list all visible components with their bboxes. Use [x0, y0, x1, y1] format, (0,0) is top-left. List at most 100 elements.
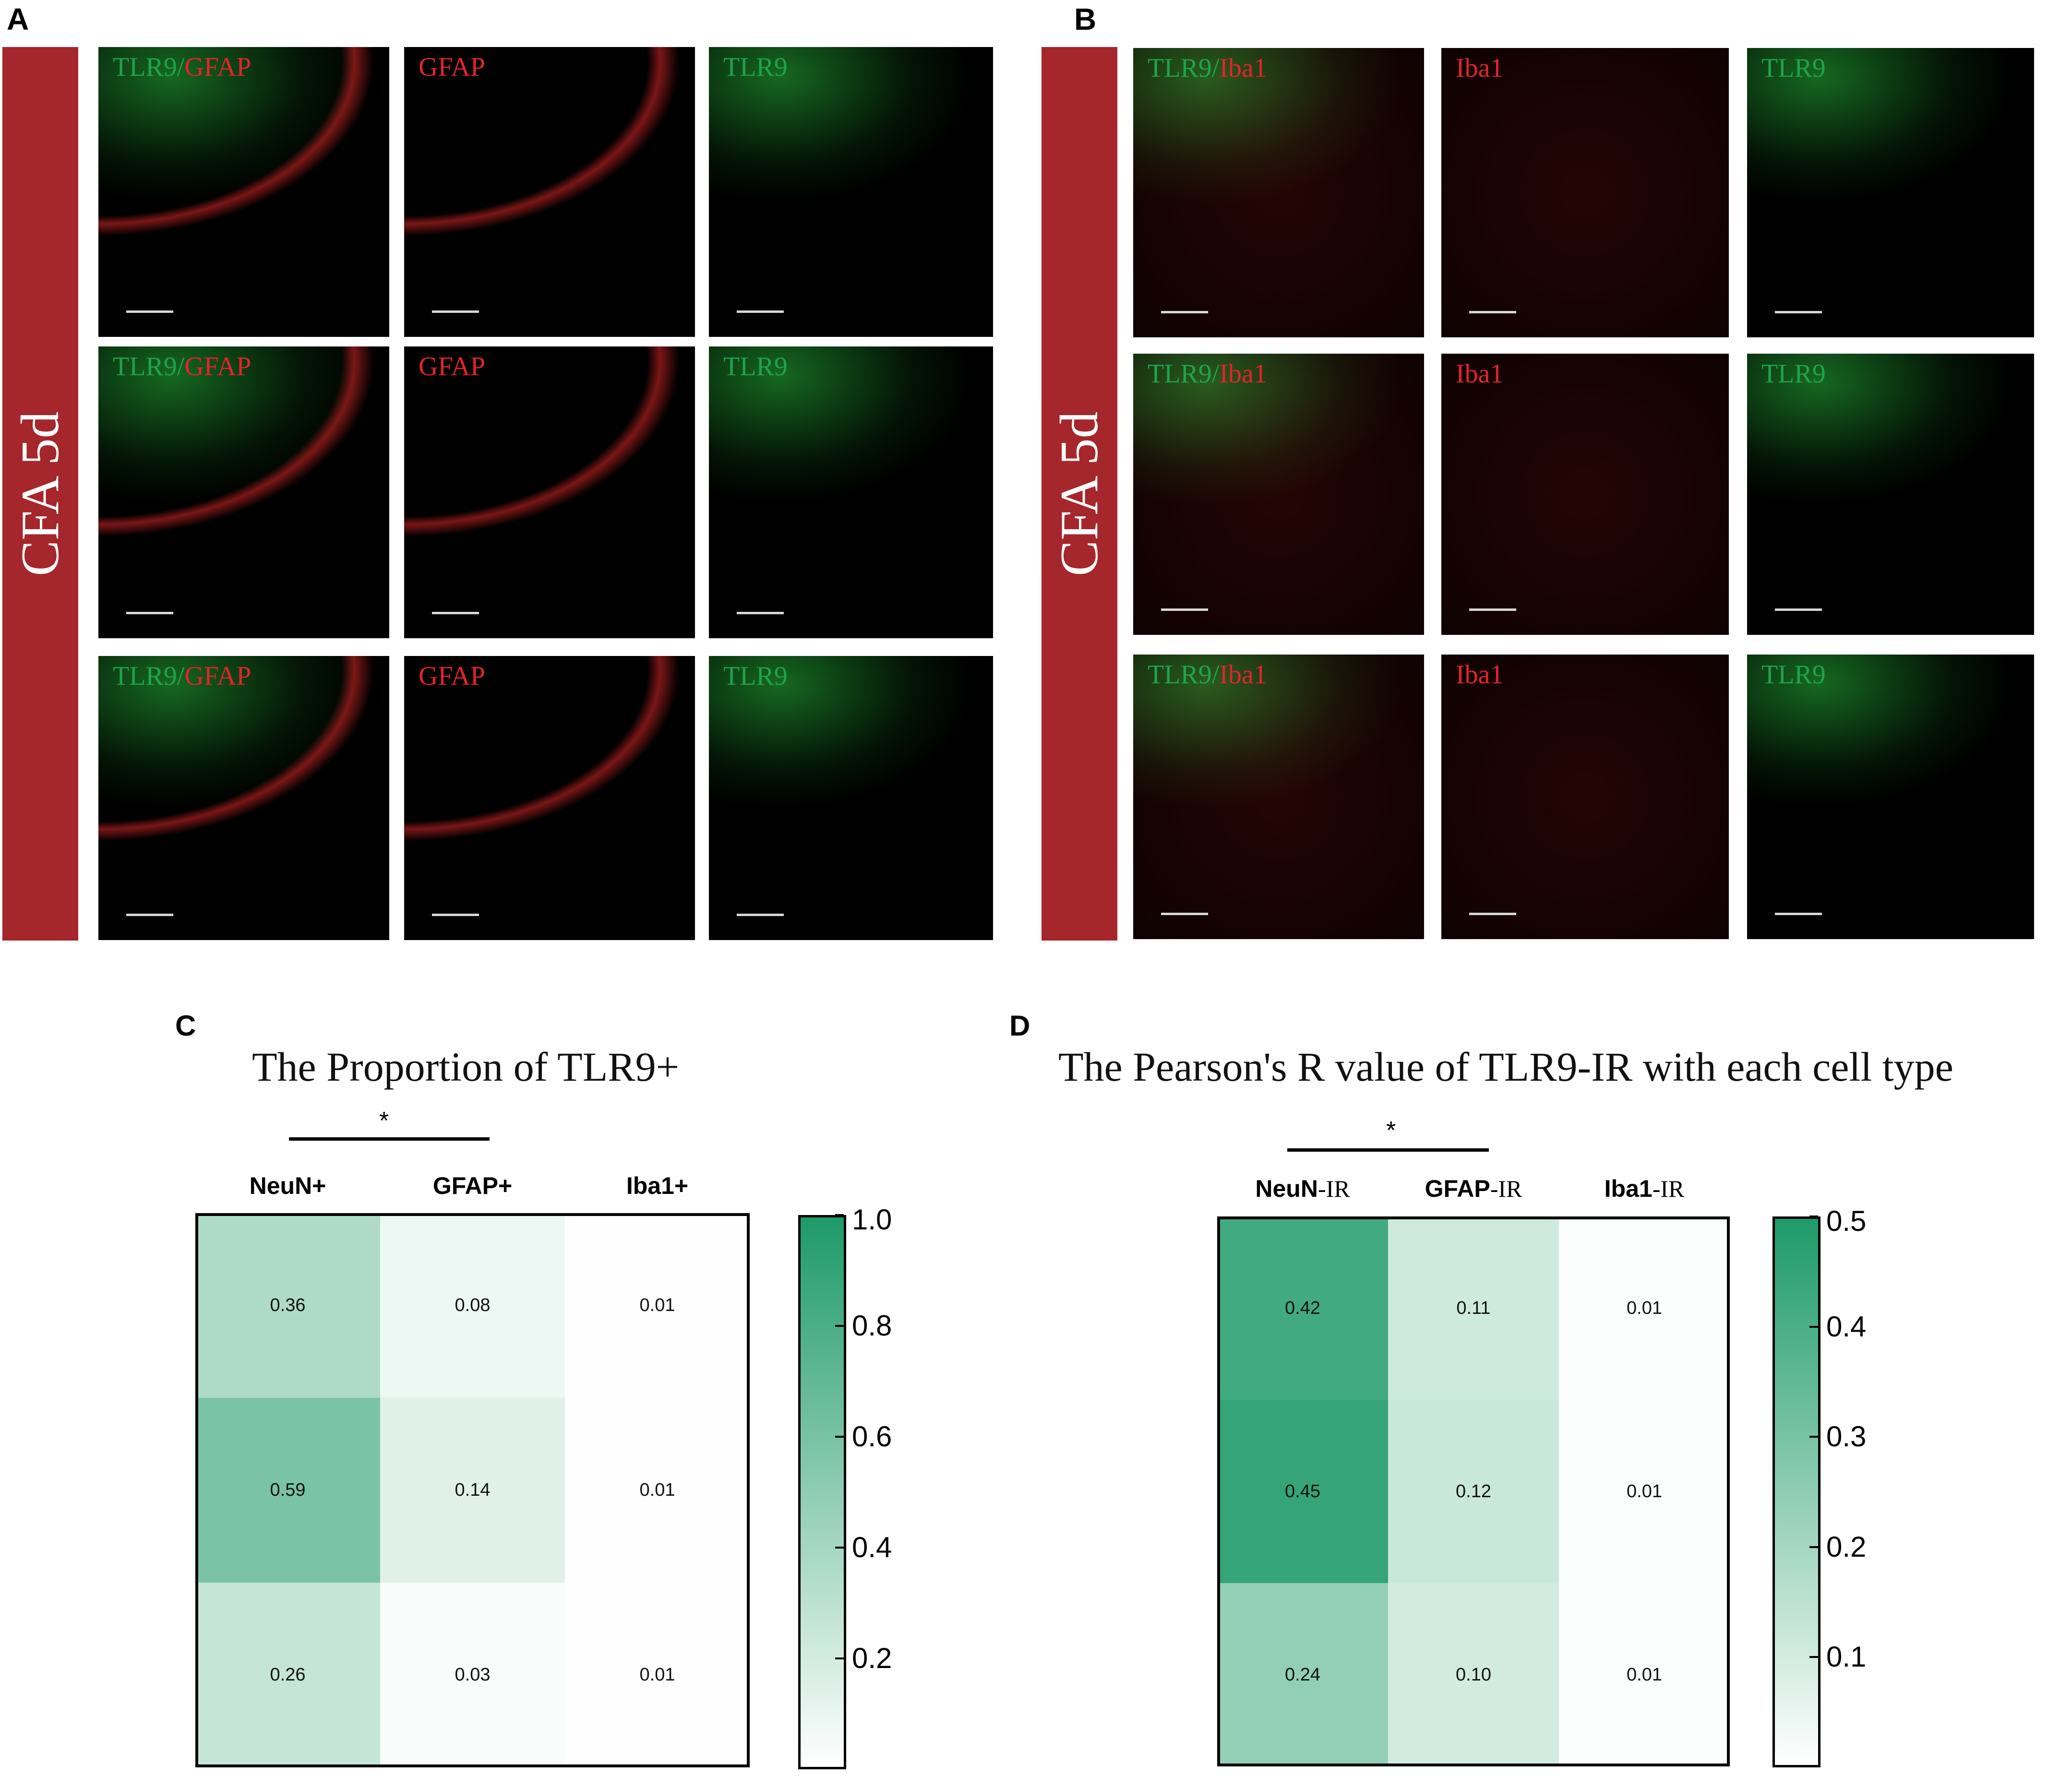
micrograph-label: TLR9/GFAP — [113, 353, 251, 380]
scale-bar — [432, 310, 479, 313]
micrograph-label: TLR9/GFAP — [113, 663, 251, 690]
colorbar-tick-label: 1.0 — [852, 1204, 892, 1236]
colorbar-tick — [1809, 1216, 1818, 1217]
heatmap-cell: 0.42 — [1217, 1216, 1388, 1400]
scale-bar — [1161, 608, 1208, 611]
scale-bar — [1469, 608, 1516, 611]
colorbar-tick — [1809, 1546, 1818, 1548]
fluorescence-texture — [1747, 354, 2034, 635]
green-channel-label: TLR9 — [1148, 53, 1212, 83]
scale-bar — [126, 612, 173, 614]
micrograph-label: TLR9 — [723, 353, 788, 380]
condition-bar-a: CFA 5d — [2, 47, 78, 941]
column-header-name: GFAP — [1425, 1175, 1490, 1202]
column-header-2: GFAP-IR — [1425, 1177, 1522, 1201]
colorbar-tick-label: 0.6 — [852, 1420, 892, 1453]
scale-bar — [737, 914, 784, 916]
column-header-name: NeuN — [1255, 1175, 1318, 1202]
column-header-1: NeuN-IR — [1255, 1177, 1350, 1201]
fluorescence-texture — [709, 656, 993, 940]
colorbar-tick — [1809, 1436, 1818, 1438]
scale-bar — [737, 310, 784, 313]
red-channel-label: GFAP — [184, 661, 252, 691]
red-channel-label: Iba1 — [1456, 660, 1504, 690]
scale-bar — [432, 914, 479, 916]
column-header-suffix: -IR — [1490, 1175, 1522, 1202]
heatmap-grid — [195, 1213, 750, 1767]
scale-bar — [1775, 608, 1822, 611]
colorbar-tick-label: 0.1 — [1826, 1641, 1867, 1673]
heatmap-cell: 0.01 — [1559, 1583, 1730, 1766]
colorbar-tick-label: 0.2 — [852, 1642, 892, 1674]
colorbar-tick-label: 0.2 — [1826, 1530, 1867, 1563]
scale-bar — [1469, 311, 1516, 313]
colorbar-tick-label: 0.3 — [1826, 1420, 1867, 1453]
red-channel-label: GFAP — [184, 352, 252, 381]
scale-bar — [1775, 311, 1822, 313]
label-separator: / — [177, 661, 185, 691]
micrograph-b-r2c1: TLR9/Iba1 — [1133, 354, 1424, 635]
heatmap-cell: 0.12 — [1388, 1400, 1559, 1583]
scale-bar — [432, 612, 479, 614]
column-header-3: Iba1-IR — [1605, 1177, 1685, 1201]
micrograph-b-r3c1: TLR9/Iba1 — [1133, 655, 1424, 939]
heatmap-cell: 0.01 — [1559, 1216, 1730, 1400]
fluorescence-texture — [1747, 48, 2034, 337]
heatmap-cell: 0.45 — [1217, 1400, 1388, 1583]
micrograph-label: GFAP — [419, 353, 485, 380]
fluorescence-texture — [1133, 655, 1424, 939]
heatmap-cell: 0.01 — [565, 1583, 750, 1767]
heatmap-title-c: The Proportion of TLR9+ — [252, 1044, 680, 1090]
micrograph-b-r1c3: TLR9 — [1747, 48, 2034, 337]
colorbar-tick-label: 0.4 — [1826, 1310, 1867, 1343]
significance-line-d — [1287, 1148, 1489, 1152]
heatmap-cell: 0.01 — [565, 1398, 750, 1583]
heatmap-cell: 0.01 — [565, 1213, 750, 1398]
fluorescence-texture — [98, 47, 389, 337]
red-channel-label: Iba1 — [1219, 359, 1267, 389]
column-header-name: GFAP+ — [432, 1172, 513, 1199]
significance-star-d: * — [1386, 1117, 1396, 1144]
micrograph-label: Iba1 — [1456, 55, 1504, 82]
scale-bar — [1161, 913, 1208, 915]
label-separator: / — [177, 52, 185, 82]
red-channel-label: GFAP — [419, 352, 486, 381]
colorbar-tick — [835, 1325, 844, 1327]
scale-bar — [1469, 913, 1516, 915]
colorbar-tick — [835, 1657, 844, 1659]
heatmap-cell: 0.59 — [195, 1398, 380, 1583]
colorbar-tick-label: 0.8 — [852, 1310, 892, 1342]
micrograph-a-r1c3: TLR9 — [709, 47, 993, 337]
panel-letter-a: A — [7, 2, 29, 36]
condition-bar-b: CFA 5d — [1042, 47, 1117, 941]
fluorescence-texture — [1441, 48, 1729, 337]
column-header-suffix: -IR — [1317, 1175, 1350, 1202]
micrograph-label: TLR9/Iba1 — [1148, 661, 1267, 688]
green-channel-label: TLR9 — [113, 52, 177, 82]
column-header-2: GFAP+ — [433, 1174, 512, 1198]
micrograph-a-r3c3: TLR9 — [709, 656, 993, 940]
micrograph-label: TLR9 — [723, 54, 788, 81]
panel-letter-d: D — [1009, 1010, 1030, 1042]
scale-bar — [737, 612, 784, 614]
heatmap-title-d: The Pearson's R value of TLR9-IR with ea… — [1058, 1044, 1953, 1090]
micrograph-label: TLR9/Iba1 — [1148, 55, 1267, 82]
panel-letter-c: C — [175, 1010, 196, 1042]
colorbar-tick — [1809, 1325, 1818, 1328]
red-channel-label: Iba1 — [1456, 53, 1504, 83]
green-channel-label: TLR9 — [113, 352, 177, 381]
colorbar-tick — [1809, 1656, 1818, 1658]
micrograph-label: Iba1 — [1456, 661, 1504, 688]
fluorescence-texture — [404, 47, 695, 337]
scale-bar — [126, 914, 173, 916]
colorbar-tick-label: 0.4 — [852, 1531, 892, 1563]
heatmap-cell: 0.24 — [1217, 1583, 1388, 1766]
significance-star-c: * — [379, 1107, 389, 1135]
red-channel-label: GFAP — [419, 52, 486, 82]
column-header-name: Iba1+ — [626, 1172, 689, 1199]
green-channel-label: TLR9 — [1761, 359, 1826, 389]
green-channel-label: TLR9 — [723, 52, 788, 82]
significance-line-c — [289, 1137, 490, 1141]
colorbar — [1773, 1216, 1820, 1767]
micrograph-b-r1c1: TLR9/Iba1 — [1133, 48, 1424, 337]
